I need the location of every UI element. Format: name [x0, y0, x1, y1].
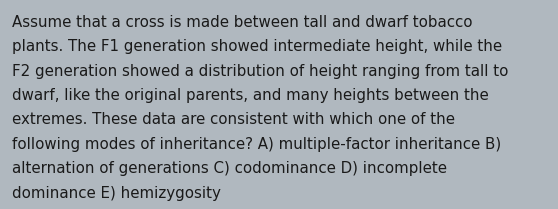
- Text: alternation of generations C) codominance D) incomplete: alternation of generations C) codominanc…: [12, 161, 448, 176]
- Text: extremes. These data are consistent with which one of the: extremes. These data are consistent with…: [12, 112, 455, 127]
- Text: following modes of inheritance? A) multiple-factor inheritance B): following modes of inheritance? A) multi…: [12, 137, 502, 152]
- Text: F2 generation showed a distribution of height ranging from tall to: F2 generation showed a distribution of h…: [12, 64, 509, 79]
- Text: dwarf, like the original parents, and many heights between the: dwarf, like the original parents, and ma…: [12, 88, 489, 103]
- Text: Assume that a cross is made between tall and dwarf tobacco: Assume that a cross is made between tall…: [12, 15, 473, 30]
- Text: dominance E) hemizygosity: dominance E) hemizygosity: [12, 186, 221, 201]
- Text: plants. The F1 generation showed intermediate height, while the: plants. The F1 generation showed interme…: [12, 39, 502, 54]
